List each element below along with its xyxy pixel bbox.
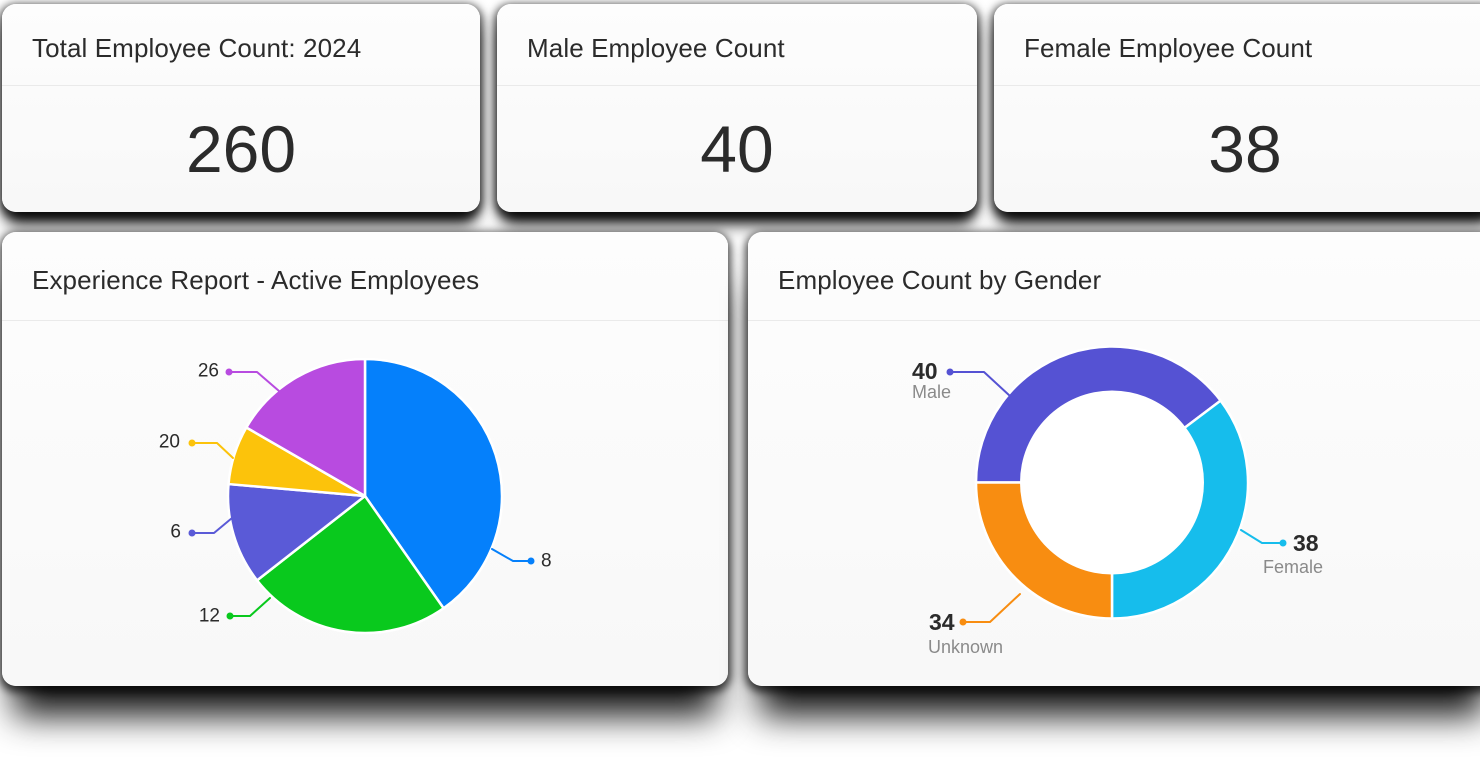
card-title: Male Employee Count (527, 33, 785, 63)
chart-card-gender-count: Employee Count by Gender 40 Male 38 Female 3… (748, 232, 1480, 686)
callout-label: Unknown (928, 637, 1003, 657)
callout-dot (225, 368, 233, 376)
chart-card-experience-report: Experience Report - Active Employees 8 12… (2, 232, 728, 686)
pie-slice-6[interactable] (226, 482, 367, 582)
card-header: Employee Count by Gender (748, 232, 1480, 321)
callout-label: Male (912, 382, 951, 402)
callout-line (962, 593, 1021, 623)
kpi-value: 38 (1208, 112, 1282, 186)
callout-value: 8 (541, 551, 552, 572)
callout-value: 6 (170, 522, 181, 543)
callout-value: 12 (199, 606, 220, 627)
kpi-card-total-employees: Total Employee Count: 2024 260 (2, 4, 480, 212)
callout-line (229, 597, 271, 617)
card-title: Female Employee Count (1024, 33, 1313, 63)
callout-dot (188, 529, 196, 537)
card-title: Experience Report - Active Employees (32, 264, 480, 295)
donut-hole (1020, 390, 1204, 575)
experience-pie-chart: 8 12 6 20 26 (2, 321, 728, 686)
callout-line (949, 371, 1011, 397)
callout-dot (946, 368, 954, 376)
callout-line (1240, 529, 1284, 544)
card-header: Female Employee Count (994, 4, 1480, 86)
callout-label: Female (1263, 557, 1323, 577)
callout-dot (959, 618, 967, 626)
callout-value: 20 (159, 432, 180, 453)
card-header: Total Employee Count: 2024 (2, 4, 480, 86)
callout-value: 34 (929, 609, 955, 635)
kpi-card-male-count: Male Employee Count 40 (497, 4, 977, 212)
callout-dot (1279, 539, 1287, 547)
callout-dot (527, 557, 535, 565)
card-header: Experience Report - Active Employees (2, 232, 728, 321)
card-title: Total Employee Count: 2024 (32, 33, 362, 63)
callout-dot (188, 439, 196, 447)
callout-value: 38 (1293, 530, 1319, 556)
kpi-value: 260 (185, 112, 297, 186)
card-header: Male Employee Count (497, 4, 977, 86)
callout-line (228, 371, 280, 392)
callout-dot (226, 612, 234, 620)
pie-slice-8[interactable] (363, 357, 504, 610)
callout-line (491, 548, 532, 562)
callout-value: 40 (912, 358, 938, 384)
gender-donut-chart: 40 Male 38 Female 34 Unknown (748, 321, 1480, 686)
pie-chart-svg: 8 12 6 20 26 (159, 357, 552, 635)
kpi-value: 40 (700, 112, 774, 186)
callout-line (191, 517, 233, 534)
kpi-card-female-count: Female Employee Count 38 (994, 4, 1480, 212)
callout-line (191, 442, 234, 459)
callout-value: 26 (198, 361, 219, 382)
pie-slice-26[interactable] (245, 357, 367, 498)
pie-slice-12[interactable] (255, 494, 445, 635)
card-title: Employee Count by Gender (778, 264, 1102, 295)
